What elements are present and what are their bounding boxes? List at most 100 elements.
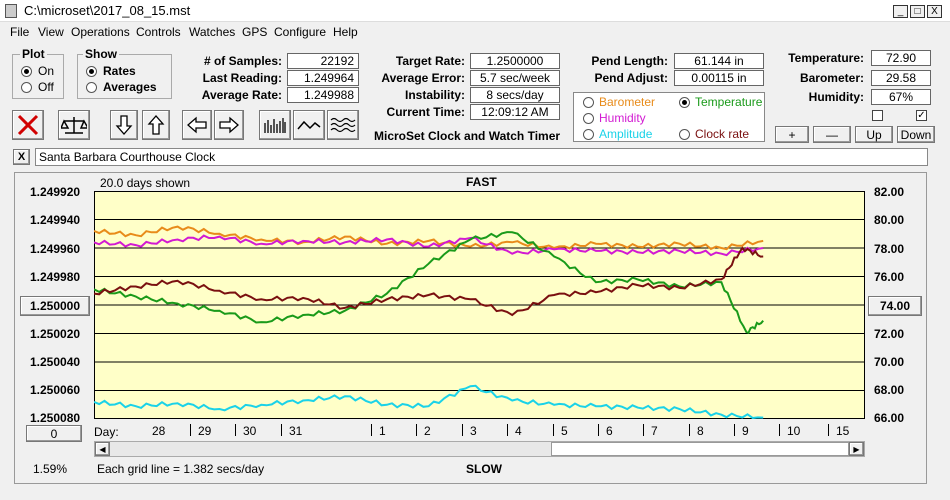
- menu-file[interactable]: File: [10, 25, 30, 39]
- increase-button[interactable]: +: [775, 126, 809, 143]
- y-left-tick: 1.250060: [30, 383, 81, 397]
- move-right-button[interactable]: [214, 110, 244, 140]
- amplitude-option-label: Amplitude: [599, 127, 653, 141]
- series-line: [94, 384, 764, 419]
- x-tick-mark: [734, 424, 735, 436]
- last-reading-value: 1.249964: [287, 70, 359, 86]
- average-rate-label: Average Rate:: [201, 88, 282, 102]
- x-tick-mark: [598, 424, 599, 436]
- barometer-radio[interactable]: [583, 97, 594, 108]
- scroll-left-button[interactable]: ◀: [95, 442, 110, 456]
- move-down-button[interactable]: [110, 110, 138, 140]
- humidity-radio[interactable]: [583, 113, 594, 124]
- percent-readout: 1.59%: [33, 462, 68, 476]
- close-button[interactable]: X: [927, 5, 942, 18]
- menu-view[interactable]: View: [38, 25, 64, 39]
- y-right-tick: 72.00: [874, 327, 905, 341]
- y-left-tick: 1.250020: [30, 327, 81, 341]
- x-day-label: 29: [198, 424, 212, 438]
- plot-on-label: On: [38, 64, 55, 78]
- y-left-tick: 1.249960: [30, 242, 81, 256]
- average-rate-value: 1.249988: [287, 87, 359, 103]
- down-button[interactable]: Down: [897, 126, 935, 143]
- x-tick-mark: [779, 424, 780, 436]
- balance-button[interactable]: [58, 110, 90, 140]
- clock-rate-option-label: Clock rate: [695, 127, 750, 141]
- amplitude-radio[interactable]: [583, 129, 594, 140]
- rate-chart[interactable]: [94, 191, 865, 419]
- red-x-icon: [17, 114, 39, 136]
- window-title: C:\microset\2017_08_15.mst: [24, 3, 191, 18]
- x-tick-mark: [281, 424, 282, 436]
- x-day-label: 30: [243, 424, 257, 438]
- move-up-button[interactable]: [142, 110, 170, 140]
- pend-adjust-value: 0.00115 in: [674, 70, 764, 86]
- menu-bar: File View Operations Controls Watches GP…: [0, 22, 950, 42]
- humidity-label: Humidity:: [808, 90, 864, 104]
- clock-name-close-button[interactable]: X: [13, 149, 30, 165]
- menu-configure[interactable]: Configure: [274, 25, 327, 39]
- chart-panel: [14, 172, 927, 484]
- menu-help[interactable]: Help: [333, 25, 358, 39]
- barometer-label: Barometer:: [799, 71, 864, 85]
- average-error-value: 5.7 sec/week: [470, 70, 560, 86]
- zero-button[interactable]: 0: [26, 425, 82, 442]
- wave-view-button[interactable]: [327, 110, 359, 140]
- show-rates-radio[interactable]: [86, 66, 97, 77]
- instability-label: Instability:: [404, 88, 465, 102]
- temperature-radio[interactable]: [679, 97, 690, 108]
- show-group-title: Show: [83, 47, 119, 61]
- y-left-tick: 1.249980: [30, 270, 81, 284]
- menu-gps[interactable]: GPS: [242, 25, 268, 39]
- target-rate-value[interactable]: 1.2500000: [470, 53, 560, 69]
- samples-label: # of Samples:: [203, 54, 282, 68]
- series-line: [94, 234, 764, 257]
- x-tick-mark: [828, 424, 829, 436]
- center-rate-button[interactable]: 1.250000: [20, 296, 90, 316]
- slow-label: SLOW: [466, 462, 502, 476]
- menu-controls[interactable]: Controls: [136, 25, 181, 39]
- menu-watches[interactable]: Watches: [189, 25, 236, 39]
- samples-value: 22192: [287, 53, 359, 69]
- clock-rate-radio[interactable]: [679, 129, 690, 140]
- plot-off-radio[interactable]: [21, 82, 32, 93]
- scroll-right-button[interactable]: ▶: [849, 442, 864, 456]
- instability-value: 8 secs/day: [470, 87, 560, 103]
- humidity-option-label: Humidity: [599, 111, 646, 125]
- clear-button[interactable]: [12, 110, 44, 140]
- line-view-button[interactable]: [293, 110, 325, 140]
- y-right-tick: 82.00: [874, 185, 905, 199]
- plot-on-radio[interactable]: [21, 66, 32, 77]
- x-day-label: 15: [836, 424, 850, 438]
- center-temp-button[interactable]: 74.00: [868, 296, 922, 316]
- arrow-left-icon: [187, 116, 207, 134]
- horizontal-scrollbar[interactable]: ◀ ▶: [94, 441, 865, 457]
- scroll-thumb[interactable]: [551, 442, 849, 456]
- wave-icon: [330, 117, 356, 133]
- move-left-button[interactable]: [182, 110, 212, 140]
- menu-operations[interactable]: Operations: [71, 25, 130, 39]
- temperature-option-label: Temperature: [695, 95, 763, 109]
- minimize-button[interactable]: _: [893, 5, 908, 18]
- clock-name-input[interactable]: Santa Barbara Courthouse Clock: [35, 148, 928, 166]
- x-day-label: 1: [379, 424, 386, 438]
- option-checkbox-1[interactable]: [872, 110, 883, 121]
- maximize-button[interactable]: □: [910, 5, 925, 18]
- plot-off-label: Off: [38, 80, 54, 94]
- show-averages-radio[interactable]: [86, 82, 97, 93]
- decrease-button[interactable]: —: [813, 126, 851, 143]
- up-button[interactable]: Up: [855, 126, 893, 143]
- days-shown-label: 20.0 days shown: [100, 176, 191, 190]
- option-checkbox-2[interactable]: ✓: [916, 110, 927, 121]
- y-right-tick: 70.00: [874, 355, 905, 369]
- pend-adjust-label: Pend Adjust:: [594, 71, 668, 85]
- sensor-selector: [573, 92, 765, 142]
- app-caption: MicroSet Clock and Watch Timer: [374, 129, 561, 143]
- series-line: [94, 246, 764, 317]
- bar-view-button[interactable]: [259, 110, 291, 140]
- app-icon: [5, 4, 17, 18]
- barometer-value: 29.58: [871, 70, 931, 86]
- current-time-value: 12:09:12 AM: [470, 104, 560, 120]
- x-tick-mark: [462, 424, 463, 436]
- y-left-tick: 1.249940: [30, 213, 81, 227]
